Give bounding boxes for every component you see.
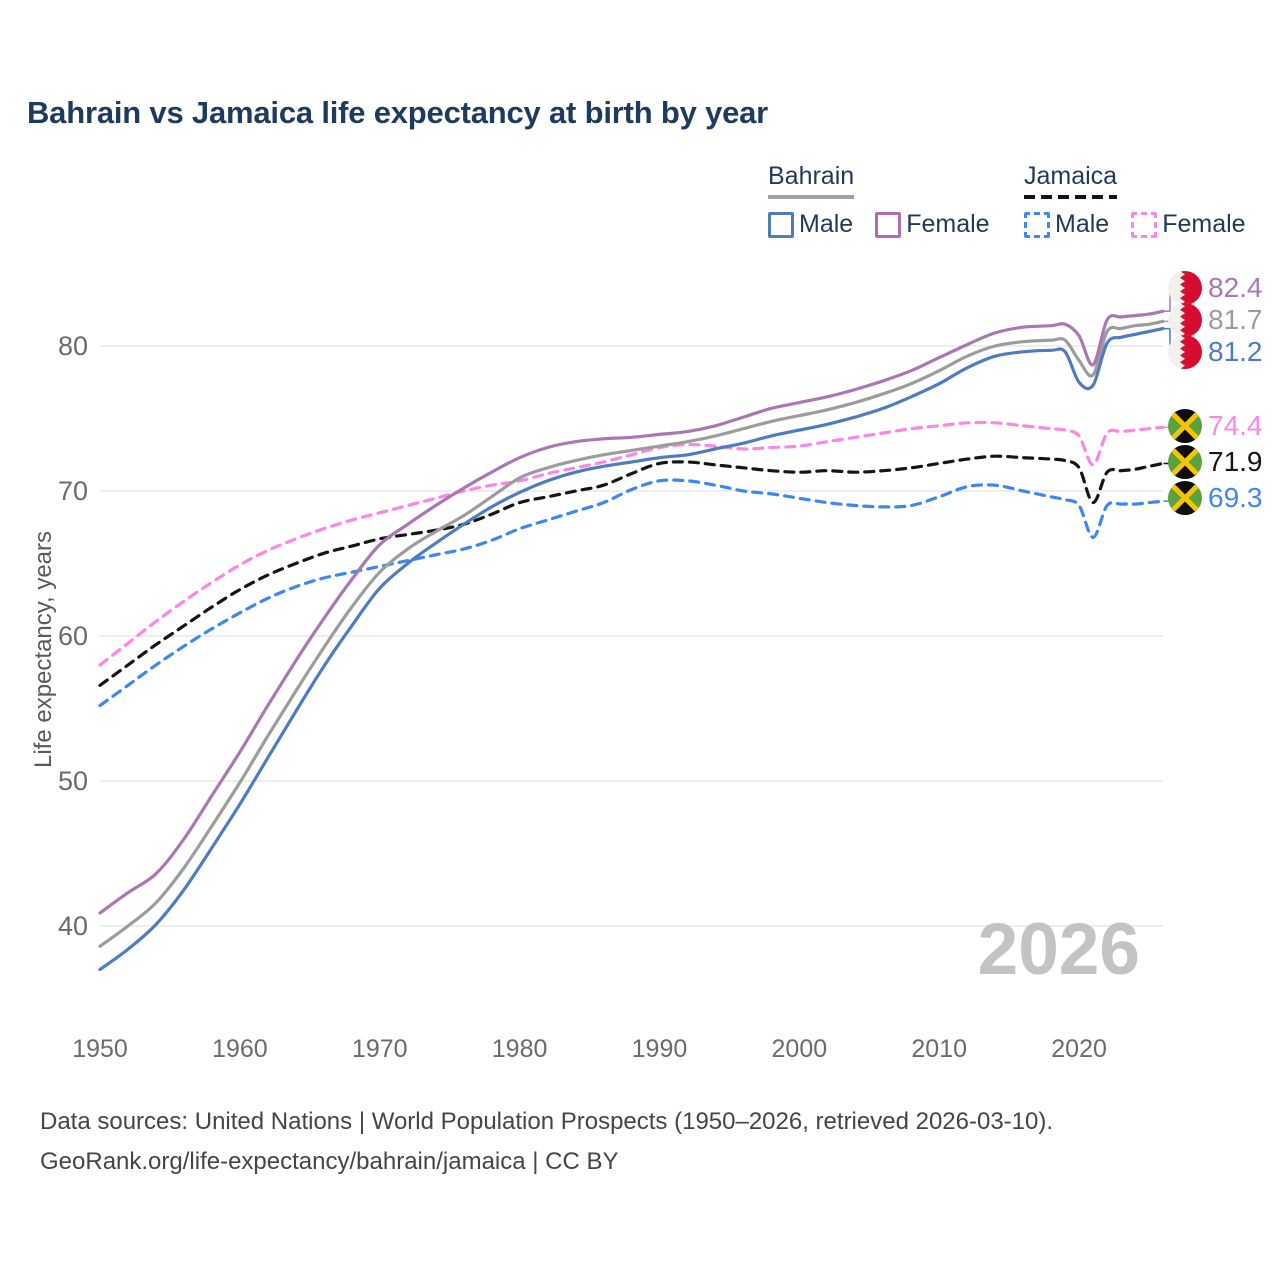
jamaica-flag-icon [1168,445,1202,479]
legend-bahrain-female-label: Female [906,210,990,238]
jamaica-female-swatch[interactable] [1131,211,1158,238]
legend-item-bahrain-female[interactable]: Female [875,210,990,239]
series-line-bahrain_male [98,327,1165,972]
bahrain-flag-icon [1168,303,1202,337]
x-tick-label: 2020 [1051,1035,1107,1063]
y-tick-label: 40 [58,911,88,941]
x-tick-label: 1990 [632,1035,688,1063]
series-line-jamaica_male [98,478,1165,708]
series-line-jamaica_all [98,454,1165,687]
footer: Data sources: United Nations | World Pop… [40,1102,1053,1182]
end-value: 74.4 [1208,410,1263,441]
legend-jamaica-female-label: Female [1162,210,1246,238]
y-tick-label: 70 [58,476,88,506]
bahrain-flag-icon [1168,335,1202,369]
x-tick-label: 1970 [352,1035,408,1063]
footer-url-line: GeoRank.org/life-expectancy/bahrain/jama… [40,1148,619,1175]
end-label-jamaica-all: 71.9 [1168,445,1263,479]
watermark-year: 2026 [977,909,1140,990]
footer-source-line: Data sources: United Nations | World Pop… [40,1108,1054,1135]
chart-title: Bahrain vs Jamaica life expectancy at bi… [27,95,769,130]
jamaica-flag-icon [1168,481,1202,515]
jamaica-dashed-line-swatch [1024,195,1118,199]
legend-item-bahrain-male[interactable]: Male [768,210,853,239]
x-tick-label: 1960 [212,1035,268,1063]
end-value: 81.2 [1208,336,1263,367]
bahrain-male-swatch[interactable] [768,211,794,238]
y-tick-label: 60 [58,621,88,651]
legend-item-jamaica-female[interactable]: Female [1131,210,1246,239]
x-tick-label: 1950 [72,1035,128,1063]
legend-jamaica-male-label: Male [1055,210,1110,238]
jamaica-flag-icon [1168,409,1202,443]
bahrain-female-swatch[interactable] [875,211,902,238]
end-label-bahrain-all: 81.7 [1168,303,1263,337]
x-tick-label: 2000 [772,1035,828,1063]
y-axis-title: Life expectancy, years [30,530,57,768]
x-tick-label: 1980 [492,1035,548,1063]
series-line-jamaica_female [98,420,1165,667]
legend-item-jamaica-male[interactable]: Male [1024,210,1109,239]
legend-bahrain-label: Bahrain [768,162,855,190]
legend-jamaica-label: Jamaica [1024,162,1118,190]
y-tick-label: 50 [58,766,88,796]
x-tick-label: 2010 [911,1035,967,1063]
end-label-bahrain-female: 82.4 [1168,271,1263,305]
series-line-bahrain_all [98,319,1165,948]
end-value: 82.4 [1208,272,1263,303]
end-value: 71.9 [1208,446,1263,477]
end-label-bahrain-male: 81.2 [1168,335,1263,369]
jamaica-male-swatch[interactable] [1024,211,1050,238]
end-label-jamaica-female: 74.4 [1168,409,1263,443]
legend-group-jamaica: Jamaica Male Female [1024,162,1268,239]
bahrain-solid-line-swatch [768,195,855,199]
legend-bahrain-male-label: Male [799,210,854,238]
legend-group-bahrain: Bahrain Male Female [768,162,1012,239]
end-value: 69.3 [1208,482,1263,513]
bahrain-flag-icon [1168,271,1202,305]
series-line-bahrain_female [98,309,1165,915]
end-value: 81.7 [1208,304,1263,335]
end-label-jamaica-male: 69.3 [1168,481,1263,515]
y-tick-label: 80 [58,331,88,361]
